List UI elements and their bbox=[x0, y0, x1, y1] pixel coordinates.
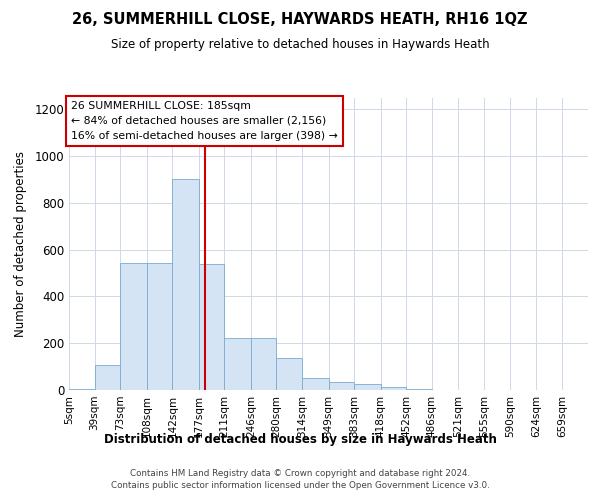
Bar bbox=[329, 382, 354, 390]
Bar bbox=[406, 389, 432, 390]
Bar bbox=[224, 338, 251, 390]
Text: 26 SUMMERHILL CLOSE: 185sqm
← 84% of detached houses are smaller (2,156)
16% of : 26 SUMMERHILL CLOSE: 185sqm ← 84% of det… bbox=[71, 101, 338, 140]
Bar bbox=[199, 264, 224, 390]
Bar bbox=[69, 389, 95, 390]
Text: Distribution of detached houses by size in Haywards Heath: Distribution of detached houses by size … bbox=[104, 432, 496, 446]
Bar bbox=[354, 384, 380, 390]
Bar bbox=[120, 263, 146, 390]
Text: 26, SUMMERHILL CLOSE, HAYWARDS HEATH, RH16 1QZ: 26, SUMMERHILL CLOSE, HAYWARDS HEATH, RH… bbox=[72, 12, 528, 28]
Bar bbox=[95, 364, 120, 390]
Y-axis label: Number of detached properties: Number of detached properties bbox=[14, 151, 28, 337]
Text: Size of property relative to detached houses in Haywards Heath: Size of property relative to detached ho… bbox=[110, 38, 490, 51]
Bar bbox=[380, 386, 406, 390]
Bar bbox=[172, 180, 199, 390]
Text: Contains HM Land Registry data © Crown copyright and database right 2024.: Contains HM Land Registry data © Crown c… bbox=[130, 468, 470, 477]
Bar bbox=[277, 358, 302, 390]
Text: Contains public sector information licensed under the Open Government Licence v3: Contains public sector information licen… bbox=[110, 481, 490, 490]
Bar bbox=[146, 263, 172, 390]
Bar bbox=[302, 378, 329, 390]
Bar bbox=[251, 338, 277, 390]
